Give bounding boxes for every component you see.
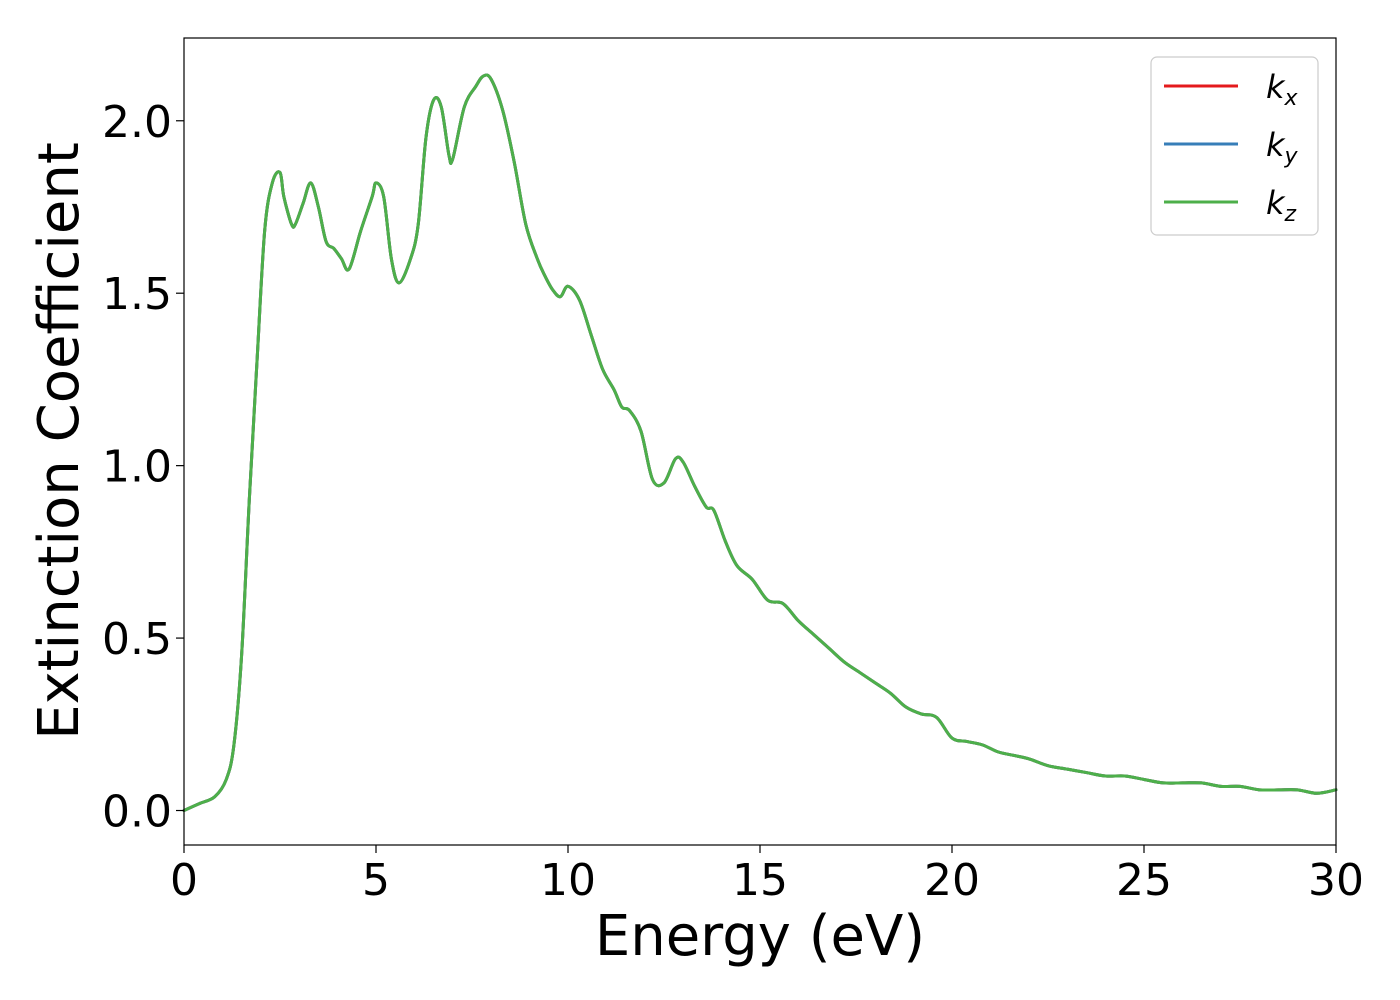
legend-label-kx: kx [1266, 68, 1299, 111]
plot-background [184, 38, 1336, 845]
y-tick-label: 0.0 [102, 787, 172, 838]
legend-label-subscript: z [1284, 202, 1297, 227]
x-tick-label: 10 [540, 855, 596, 906]
x-tick-label: 25 [1116, 855, 1172, 906]
y-axis-ticks: 0.0 0.5 1.0 1.5 2.0 [102, 97, 184, 838]
y-tick-label: 1.0 [102, 442, 172, 493]
x-tick-label: 30 [1308, 855, 1364, 906]
x-tick-label: 0 [170, 855, 198, 906]
x-axis-ticks: 0 5 10 15 20 25 30 [170, 845, 1364, 906]
legend-label-base: k [1266, 184, 1286, 222]
x-axis-title: Energy (eV) [595, 904, 925, 969]
legend-label-subscript: x [1284, 86, 1299, 111]
x-tick-label: 15 [732, 855, 788, 906]
y-axis-title: Extinction Coefficient [27, 142, 92, 740]
legend-label-kz: kz [1266, 184, 1297, 227]
x-tick-label: 20 [924, 855, 980, 906]
legend-label-ky: ky [1266, 126, 1299, 169]
legend-label-base: k [1266, 126, 1286, 164]
series-layer [182, 73, 1338, 813]
legend-box [1150, 56, 1319, 236]
y-tick-label: 0.5 [102, 614, 172, 665]
y-tick-label: 1.5 [102, 269, 172, 320]
series-line-kz [182, 73, 1338, 813]
legend-label-subscript: y [1284, 144, 1299, 169]
y-tick-label: 2.0 [102, 97, 172, 148]
legend-label-base: k [1266, 68, 1286, 106]
x-tick-label: 5 [362, 855, 390, 906]
